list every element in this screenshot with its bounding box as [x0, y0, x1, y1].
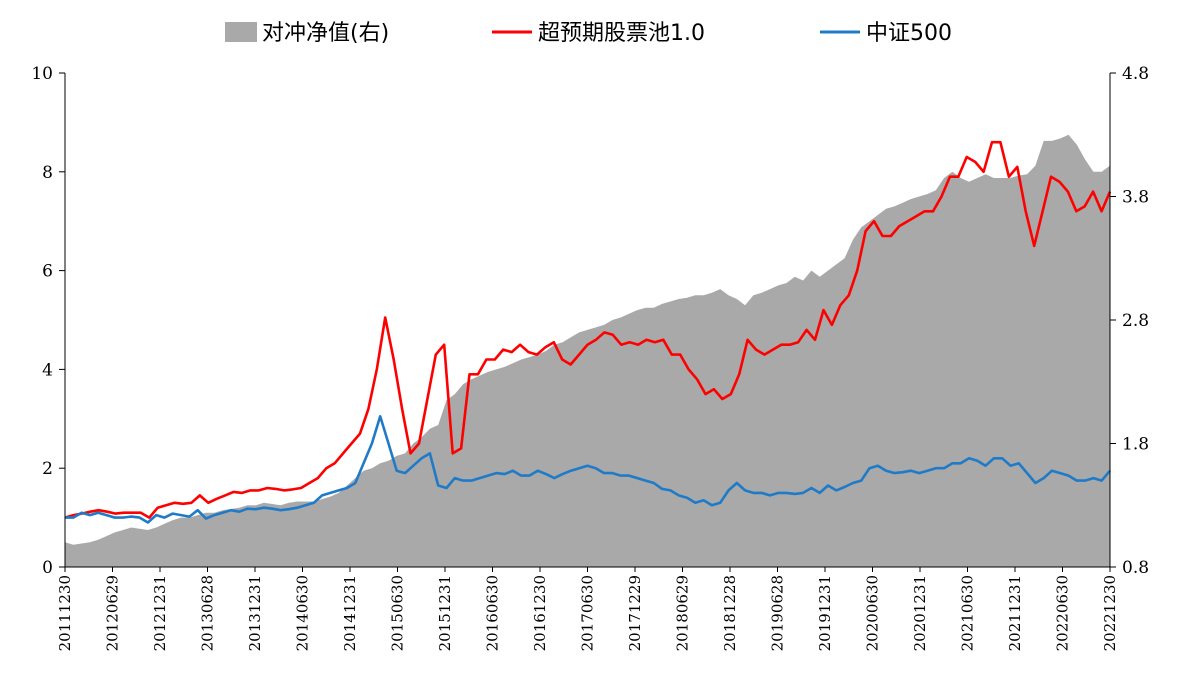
x-tick-label: 20150630 [389, 575, 407, 651]
legend-swatch-hedge [225, 22, 257, 42]
left-tick-label: 4 [42, 360, 53, 380]
axis-layer: 0 2 4 6 8 10 0.8 1.8 2.8 3.8 4.8 20111230 20120629 20… [31, 64, 1149, 651]
left-tick-label: 2 [42, 459, 53, 479]
x-tick-label: 20200630 [864, 575, 882, 651]
x-tick-label: 20170630 [579, 575, 597, 651]
x-tick-label: 20181228 [721, 575, 739, 651]
left-tick-label: 6 [42, 262, 53, 282]
legend-label-hedge: 对冲净值(右) [262, 21, 389, 46]
x-tick-label: 20221230 [1101, 575, 1119, 651]
x-tick-label: 20161230 [531, 575, 549, 651]
x-tick-label: 20201231 [911, 575, 929, 651]
x-tick-label: 20131231 [246, 575, 264, 651]
right-tick-label: 4.8 [1122, 64, 1149, 84]
legend: 对冲净值(右) 超预期股票池1.0 中证500 [225, 21, 952, 46]
x-tick-label: 20190628 [769, 575, 787, 651]
x-tick-label: 20140630 [294, 575, 312, 651]
x-tick-label: 20210630 [959, 575, 977, 651]
x-tick-label: 20120629 [104, 575, 122, 651]
line-series-csi500 [65, 414, 1111, 524]
left-tick-label: 8 [42, 163, 53, 183]
x-tick-label: 20180629 [674, 575, 692, 651]
x-tick-label: 20160630 [484, 575, 502, 651]
left-tick-label: 10 [31, 64, 53, 84]
right-tick-label: 1.8 [1122, 435, 1149, 455]
x-tick-label: 20141231 [341, 575, 359, 651]
right-tick-label: 0.8 [1122, 558, 1149, 578]
x-tick-label: 20211231 [1006, 575, 1024, 651]
x-tick-label: 20121231 [151, 575, 169, 651]
x-tick-label: 20171229 [626, 575, 644, 651]
legend-label-pool: 超预期股票池1.0 [538, 21, 705, 46]
x-tick-label: 20191231 [816, 575, 834, 651]
right-tick-label: 3.8 [1122, 188, 1149, 208]
right-tick-label: 2.8 [1122, 311, 1149, 331]
x-tick-label: 20220630 [1054, 575, 1072, 651]
line-layer [64, 140, 1112, 524]
x-tick-label: 20151231 [436, 575, 454, 651]
area-series-hedge-nav [65, 134, 1110, 568]
left-tick-label: 0 [42, 558, 53, 578]
area-layer [65, 134, 1110, 568]
legend-label-csi500: 中证500 [866, 21, 952, 46]
x-tick-label: 20130628 [199, 575, 217, 651]
x-tick-label: 20111230 [56, 575, 74, 651]
line-series-pool [64, 140, 1112, 519]
